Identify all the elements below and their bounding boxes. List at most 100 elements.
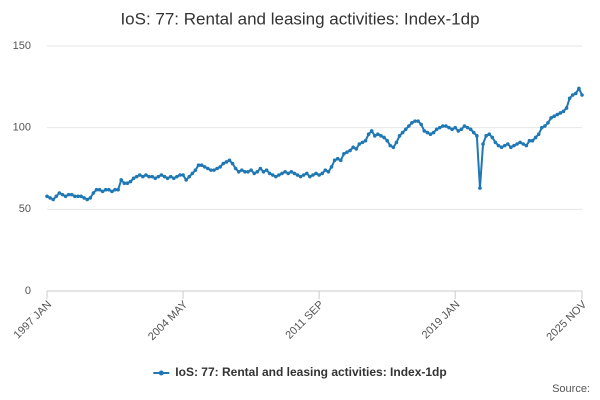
point bbox=[416, 119, 420, 123]
point bbox=[227, 158, 232, 163]
point bbox=[82, 196, 86, 200]
point bbox=[311, 173, 315, 177]
point bbox=[79, 194, 83, 199]
point bbox=[69, 192, 74, 197]
point bbox=[221, 161, 226, 166]
point bbox=[190, 171, 195, 176]
y-tick-label: 150 bbox=[13, 40, 31, 52]
point bbox=[88, 196, 93, 200]
point bbox=[447, 125, 451, 130]
point bbox=[471, 130, 476, 135]
point bbox=[215, 166, 219, 171]
point bbox=[410, 120, 414, 125]
point bbox=[224, 160, 229, 164]
point bbox=[274, 174, 278, 179]
point bbox=[360, 140, 365, 145]
point bbox=[51, 197, 55, 202]
point bbox=[196, 163, 201, 168]
point bbox=[502, 143, 507, 148]
chart-title: IoS: 77: Rental and leasing activities: … bbox=[120, 9, 479, 28]
point bbox=[314, 171, 318, 176]
point bbox=[206, 166, 210, 171]
point bbox=[515, 142, 519, 146]
point bbox=[490, 135, 495, 140]
point bbox=[150, 174, 154, 179]
point bbox=[422, 129, 427, 133]
point bbox=[162, 174, 167, 179]
point bbox=[113, 187, 117, 192]
point bbox=[230, 161, 235, 166]
point bbox=[66, 192, 71, 197]
point bbox=[264, 168, 269, 172]
point bbox=[425, 130, 430, 135]
point bbox=[45, 194, 49, 199]
point bbox=[270, 173, 275, 177]
point bbox=[512, 143, 516, 148]
point bbox=[292, 171, 297, 176]
point bbox=[524, 143, 529, 148]
point bbox=[141, 174, 145, 179]
point bbox=[536, 132, 541, 136]
point bbox=[468, 127, 473, 132]
point bbox=[570, 93, 575, 97]
point bbox=[376, 132, 380, 136]
point bbox=[181, 173, 185, 177]
point bbox=[298, 174, 303, 179]
point bbox=[171, 176, 176, 181]
point bbox=[184, 178, 188, 182]
point bbox=[258, 166, 263, 171]
point bbox=[363, 138, 368, 143]
point bbox=[283, 169, 287, 174]
point bbox=[465, 125, 470, 130]
point bbox=[308, 174, 312, 179]
point bbox=[175, 174, 179, 179]
point bbox=[366, 132, 371, 136]
point bbox=[100, 189, 105, 194]
legend-marker bbox=[158, 370, 164, 376]
point bbox=[304, 171, 309, 176]
point bbox=[546, 120, 550, 125]
point bbox=[107, 187, 111, 192]
point bbox=[165, 176, 170, 181]
point bbox=[357, 142, 362, 146]
point bbox=[391, 145, 396, 150]
point bbox=[348, 148, 352, 153]
point bbox=[261, 169, 266, 174]
point bbox=[484, 134, 488, 138]
y-tick-label: 50 bbox=[19, 203, 31, 215]
point bbox=[434, 127, 439, 132]
point bbox=[116, 187, 120, 192]
point bbox=[456, 129, 461, 133]
point bbox=[54, 194, 59, 199]
point bbox=[574, 91, 578, 96]
point bbox=[110, 189, 114, 194]
point bbox=[450, 127, 454, 132]
point bbox=[187, 174, 192, 179]
x-tick-label: 2004 MAY bbox=[146, 298, 191, 343]
point bbox=[243, 169, 247, 174]
point bbox=[144, 173, 148, 177]
point bbox=[252, 171, 256, 176]
source: Source: bbox=[552, 383, 590, 395]
point bbox=[567, 96, 572, 101]
point bbox=[48, 196, 52, 200]
point bbox=[249, 168, 253, 172]
point bbox=[289, 169, 294, 174]
point bbox=[577, 86, 581, 91]
point bbox=[496, 143, 501, 148]
point bbox=[103, 187, 108, 192]
point bbox=[403, 127, 408, 132]
point bbox=[280, 171, 284, 176]
point bbox=[277, 173, 281, 177]
point bbox=[73, 194, 77, 199]
point bbox=[57, 191, 62, 195]
point bbox=[236, 169, 241, 174]
point bbox=[351, 145, 355, 150]
point bbox=[137, 173, 142, 177]
point bbox=[543, 124, 547, 128]
point bbox=[382, 135, 386, 140]
point bbox=[193, 168, 198, 172]
point bbox=[373, 134, 377, 138]
point bbox=[332, 158, 337, 163]
